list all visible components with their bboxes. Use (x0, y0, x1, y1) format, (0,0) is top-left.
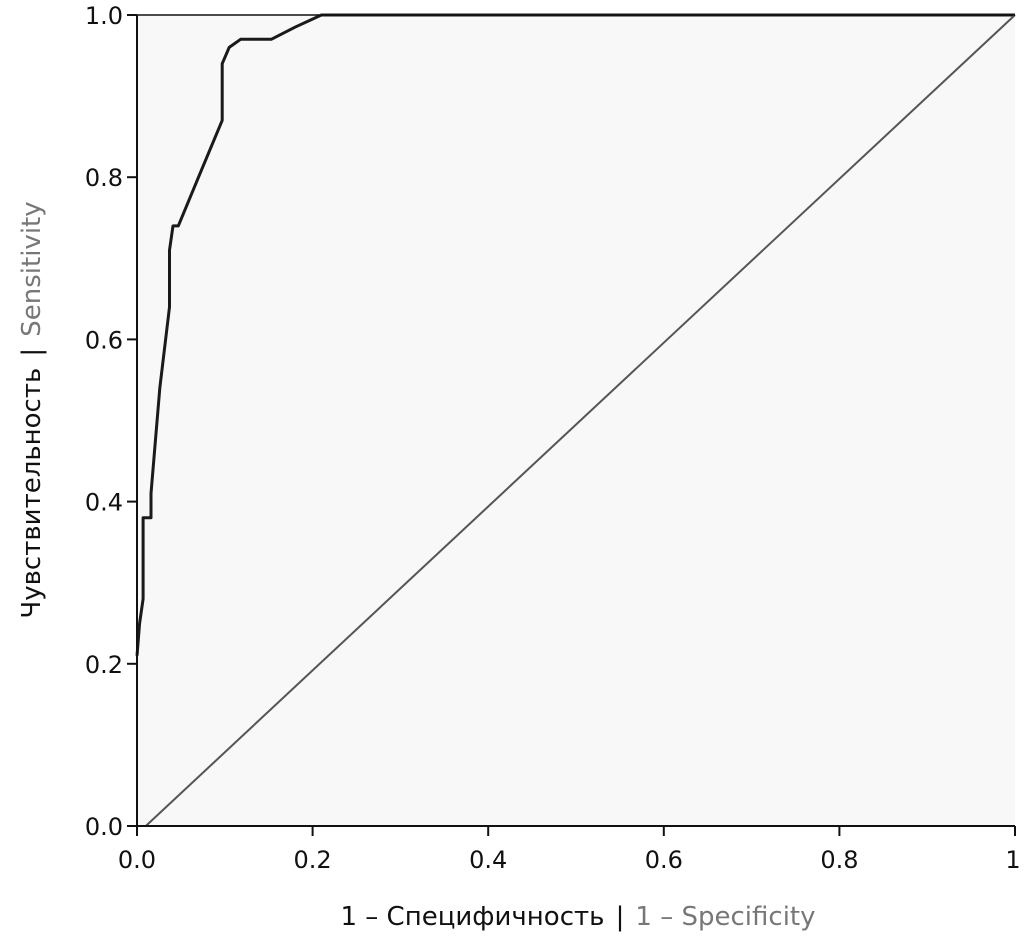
y-tick-label: 0.6 (85, 326, 123, 354)
y-tick-label: 0.2 (85, 651, 123, 679)
x-tick-label: 0.8 (820, 846, 858, 874)
x-axis-title-separator: | (616, 902, 625, 932)
x-axis-title-ru: 1 – Специфичность (340, 902, 604, 932)
y-axis-title-ru: Чувствительность (17, 368, 47, 619)
y-axis-title-separator: | (17, 348, 47, 357)
roc-curve-line (135, 13, 1015, 656)
y-tick-label: 0.8 (85, 164, 123, 192)
x-axis-title: 1 – Специфичность | 1 – Specificity (340, 902, 815, 932)
x-tick-label: 1 (1005, 846, 1020, 874)
y-tick-label: 0.4 (85, 489, 123, 517)
x-tick-label: 0.4 (469, 846, 507, 874)
x-tick-label: 0.2 (294, 846, 332, 874)
x-axis-title-en: 1 – Specificity (635, 902, 815, 932)
y-tick-label: 0.0 (85, 813, 123, 841)
y-tick-label: 1.0 (85, 2, 123, 30)
x-tick-label: 0.6 (645, 846, 683, 874)
x-axis-ticks: 0.0 0.2 0.4 0.6 0.8 1 (118, 826, 1021, 874)
y-axis-title-en: Sensitivity (17, 201, 47, 336)
x-tick-label: 0.0 (118, 846, 156, 874)
y-axis-title: Чувствительность | Sensitivity (17, 201, 47, 618)
series-layer (135, 13, 1016, 827)
plot-background (137, 15, 1015, 826)
reference-diagonal-line (145, 14, 1016, 827)
y-axis-ticks: 0.0 0.2 0.4 0.6 0.8 1.0 (85, 2, 137, 841)
